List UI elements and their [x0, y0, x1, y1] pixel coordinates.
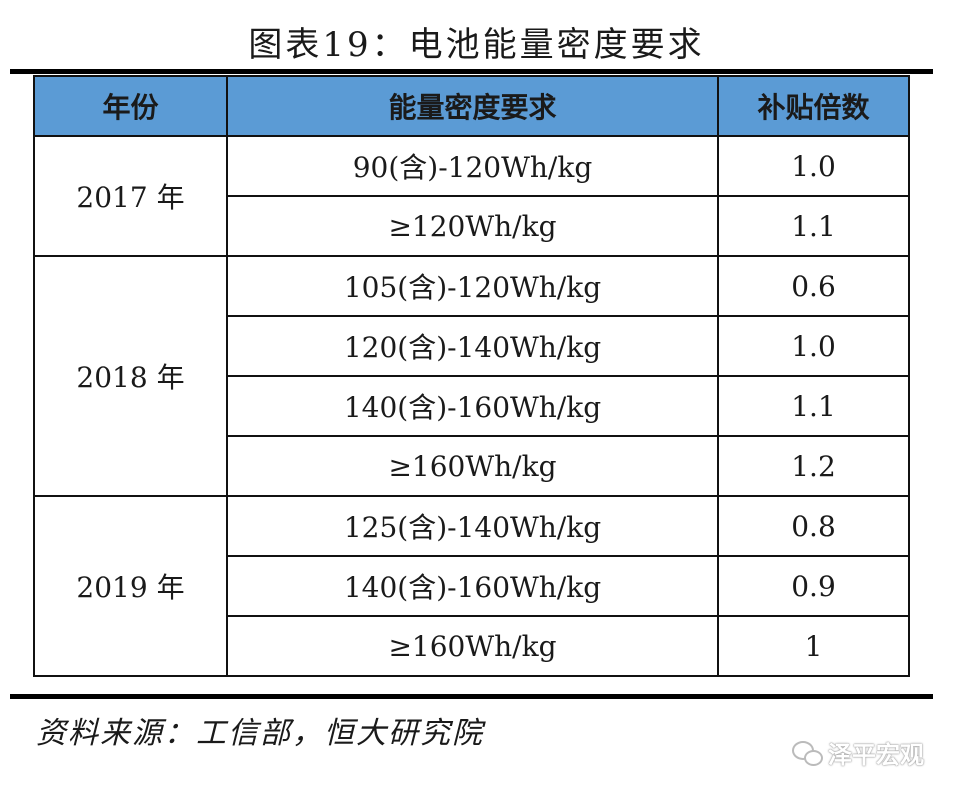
wechat-icon: [792, 739, 823, 766]
year-cell: 2017 年: [33, 135, 228, 257]
table-row: ≥160Wh/kg 1: [34, 615, 910, 677]
requirement-cell: 105(含)-120Wh/kg: [226, 255, 719, 317]
year-cell: 2019 年: [33, 495, 228, 677]
multiplier-cell: 0.8: [717, 495, 910, 557]
multiplier-cell: 1.0: [717, 135, 910, 197]
requirement-cell: ≥160Wh/kg: [226, 615, 719, 677]
figure-title: 图表19：电池能量密度要求: [248, 25, 705, 65]
requirement-cell: 140(含)-160Wh/kg: [226, 375, 719, 437]
multiplier-cell: 1.1: [717, 375, 910, 437]
table-row: 2017 年 90(含)-120Wh/kg 1.0: [33, 135, 910, 257]
table-row: 140(含)-160Wh/kg 1.1: [34, 375, 910, 437]
table-header-row: 年份 能量密度要求 补贴倍数: [33, 75, 910, 137]
year-cell: 2018 年: [33, 255, 228, 497]
requirement-cell: 120(含)-140Wh/kg: [226, 315, 719, 377]
top-rule: [10, 69, 933, 74]
header-multiplier: 补贴倍数: [717, 75, 910, 137]
requirement-cell: ≥160Wh/kg: [226, 435, 719, 497]
table-row: ≥120Wh/kg 1.1: [34, 195, 910, 257]
multiplier-cell: 1.2: [717, 435, 910, 497]
table-row: 140(含)-160Wh/kg 0.9: [34, 555, 910, 617]
requirement-cell: 140(含)-160Wh/kg: [226, 555, 719, 617]
multiplier-cell: 1: [717, 615, 910, 677]
multiplier-cell: 0.6: [717, 255, 910, 317]
multiplier-cell: 0.9: [717, 555, 910, 617]
requirement-cell: 125(含)-140Wh/kg: [226, 495, 719, 557]
energy-density-table: 年份 能量密度要求 补贴倍数 2017 年 90(含)-120Wh/kg 1.0…: [33, 75, 910, 677]
source-note: 资料来源：工信部，恒大研究院: [36, 716, 484, 751]
requirement-cell: ≥120Wh/kg: [226, 195, 719, 257]
table-row: 120(含)-140Wh/kg 1.0: [34, 315, 910, 377]
watermark-text: 泽平宏观: [828, 740, 924, 769]
header-year: 年份: [33, 75, 228, 137]
requirement-cell: 90(含)-120Wh/kg: [226, 135, 719, 197]
table-row: ≥160Wh/kg 1.2: [34, 435, 910, 497]
table-row: 2018 年 105(含)-120Wh/kg 0.6: [33, 255, 910, 497]
bottom-rule: [10, 694, 933, 699]
watermark: 泽平宏观: [792, 734, 924, 770]
multiplier-cell: 1.0: [717, 315, 910, 377]
table-row: 2019 年 125(含)-140Wh/kg 0.8: [33, 495, 910, 677]
header-requirement: 能量密度要求: [226, 75, 719, 137]
multiplier-cell: 1.1: [717, 195, 910, 257]
